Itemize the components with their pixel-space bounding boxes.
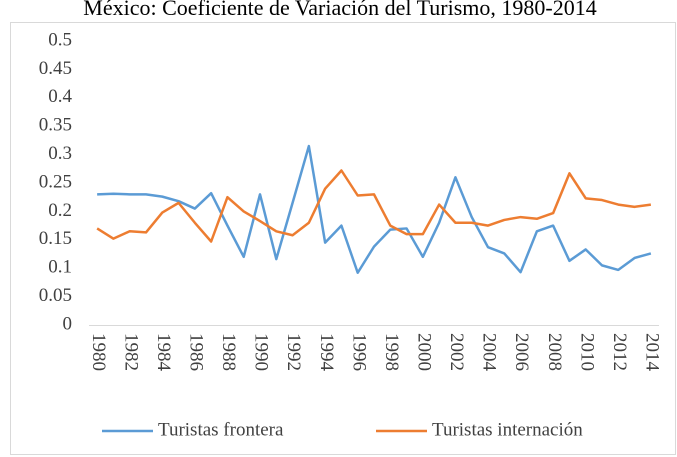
x-tick-label: 1982 [120,333,141,371]
legend-label: Turistas frontera [158,419,284,440]
x-tick-label: 2000 [413,333,434,371]
series-line [97,144,652,274]
x-tick-label: 1998 [381,333,402,371]
x-tick-label: 2002 [446,333,467,371]
x-tick-label: 1992 [283,333,304,371]
x-tick-label: 1984 [153,333,174,372]
y-tick-label: 0.35 [39,115,72,136]
y-tick-label: 0 [63,313,73,334]
y-tick-label: 0.25 [39,171,72,192]
x-tick-label: 1996 [348,333,369,371]
x-tick-label: 1980 [88,333,109,371]
y-tick-label: 0.3 [48,143,72,164]
chart-border [10,22,676,455]
x-tick-label: 1986 [185,333,206,371]
x-tick-label: 2006 [511,333,532,371]
x-tick-label: 2008 [544,333,565,371]
x-tick-label: 1988 [218,333,239,371]
series-line [96,169,652,243]
y-tick-label: 0.4 [48,86,72,107]
y-tick-label: 0.1 [48,257,72,278]
x-tick-label: 2012 [609,333,630,371]
x-tick-label: 2010 [576,333,597,371]
x-tick-label: 2004 [479,333,500,372]
y-tick-label: 0.5 [48,29,72,50]
x-tick-label: 1990 [251,333,272,371]
x-tick-label: 2014 [641,333,662,372]
chart-title: México: Coeficiente de Variación del Tur… [83,0,596,20]
x-tick-label: 1994 [316,333,337,372]
y-tick-label: 0.45 [39,58,72,79]
y-tick-label: 0.2 [48,200,72,221]
y-tick-label: 0.15 [39,228,72,249]
legend-label: Turistas internación [432,419,583,440]
y-tick-label: 0.05 [39,285,72,306]
